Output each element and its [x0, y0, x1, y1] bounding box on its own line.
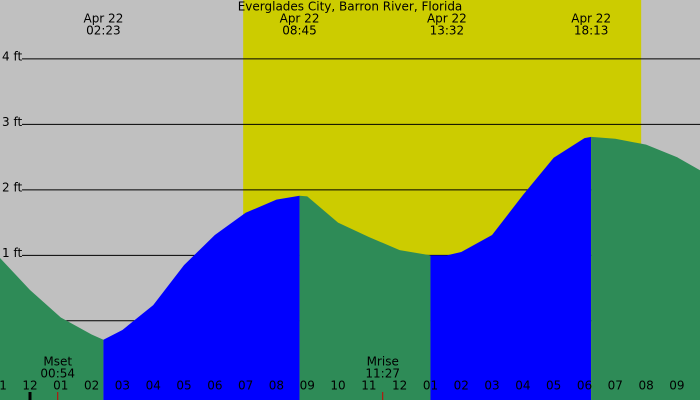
x-tick-label: 09 [300, 379, 315, 393]
extreme-date: Apr 22 [427, 12, 467, 26]
extreme-time: 08:45 [282, 24, 317, 38]
x-tick-label: 12 [392, 379, 407, 393]
x-tick-label: 03 [115, 379, 130, 393]
moon-time: 11:27 [365, 367, 400, 381]
x-tick-label: 09 [669, 379, 684, 393]
x-tick-label: 12 [22, 379, 37, 393]
chart-title: Everglades City, Barron River, Florida [238, 0, 463, 14]
x-tick-label: 08 [269, 379, 284, 393]
falling-tide [0, 257, 104, 400]
x-tick-label: 01 [423, 379, 438, 393]
x-tick-label: 03 [484, 379, 499, 393]
extreme-time: 02:23 [86, 24, 121, 38]
extreme-date: Apr 22 [83, 12, 123, 26]
falling-tide [591, 136, 700, 400]
x-tick-label: 02 [454, 379, 469, 393]
extreme-time: 13:32 [430, 24, 465, 38]
moon-time: 00:54 [40, 367, 75, 381]
y-tick-label: 4 ft [2, 49, 22, 63]
x-tick-label: 11 [0, 379, 7, 393]
falling-tide [299, 195, 431, 400]
y-tick-label: 2 ft [2, 180, 22, 194]
x-tick-label: 05 [546, 379, 561, 393]
x-tick-label: 01 [53, 379, 68, 393]
x-tick-label: 06 [207, 379, 222, 393]
extreme-date: Apr 22 [280, 12, 320, 26]
extreme-time: 18:13 [574, 24, 609, 38]
x-tick-label: 04 [146, 379, 161, 393]
y-tick-label: 1 ft [2, 246, 22, 260]
x-tick-label: 05 [176, 379, 191, 393]
rising-tide [430, 136, 592, 400]
moon-label: Mset [43, 355, 72, 369]
x-tick-label: 10 [330, 379, 345, 393]
extreme-date: Apr 22 [571, 12, 611, 26]
x-tick-label: 07 [238, 379, 253, 393]
x-tick-label: 02 [84, 379, 99, 393]
x-tick-label: 06 [577, 379, 592, 393]
x-tick-label: 11 [361, 379, 376, 393]
x-tick-label: 04 [515, 379, 530, 393]
rising-tide [103, 195, 300, 400]
moon-label: Mrise [367, 355, 399, 369]
y-tick-label: 3 ft [2, 115, 22, 129]
x-tick-label: 08 [638, 379, 653, 393]
x-tick-label: 07 [608, 379, 623, 393]
